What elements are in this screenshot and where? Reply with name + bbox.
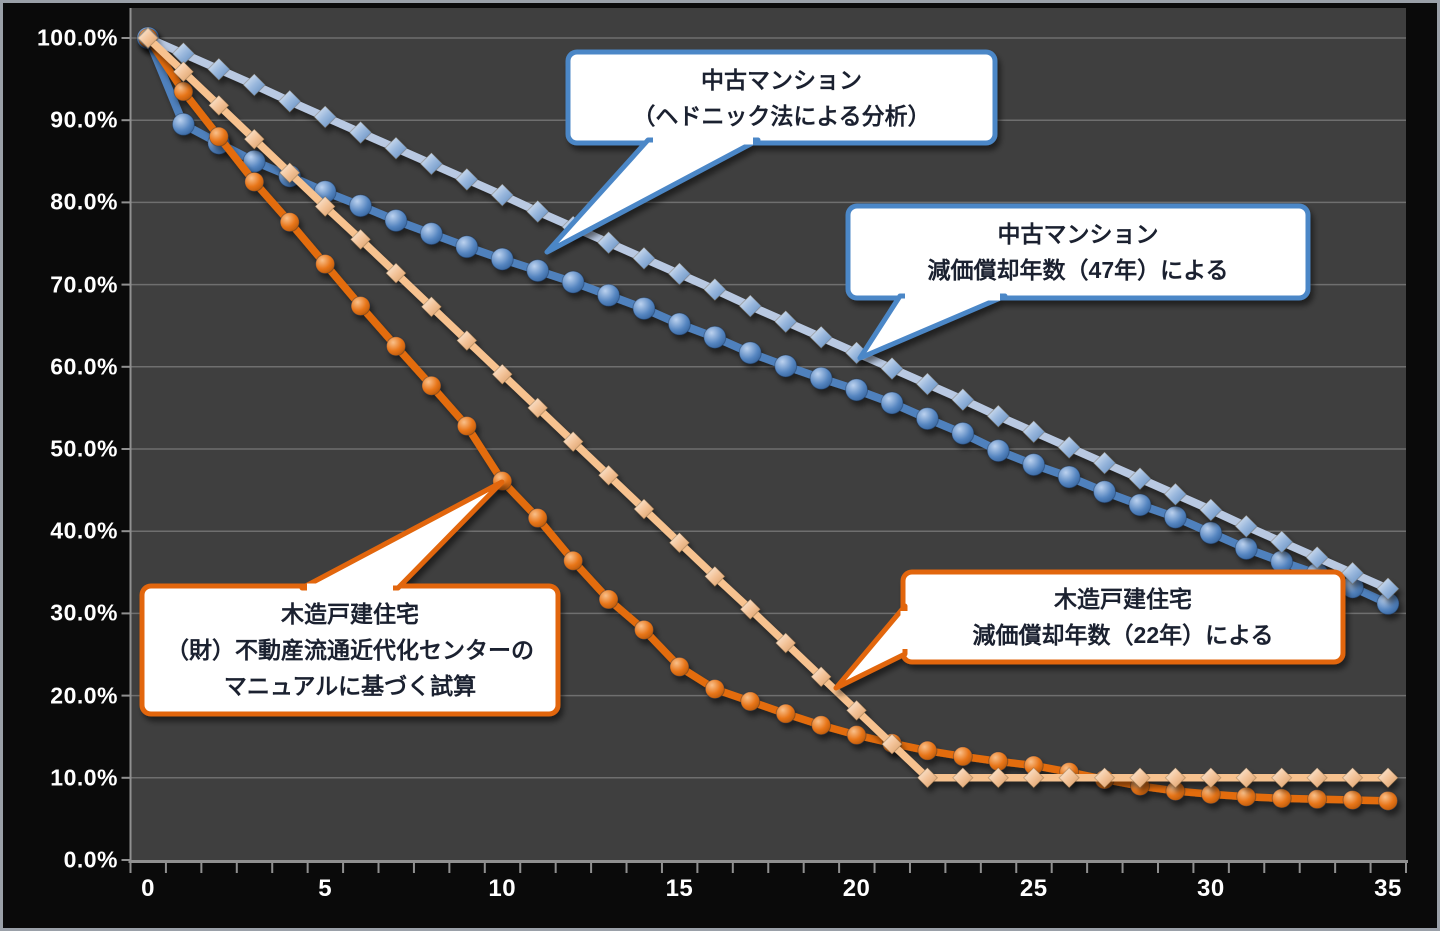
x-tick-label: 30: [1196, 875, 1225, 902]
x-tick-label: 0: [141, 875, 155, 902]
series-3: [137, 27, 1399, 789]
y-tick-label: 0.0%: [63, 846, 118, 873]
x-tick-label: 20: [842, 875, 871, 902]
series-1: [136, 26, 1400, 601]
series-2: [138, 28, 1398, 811]
callout-bubble-3: [833, 569, 1346, 691]
y-tick-label: 70.0%: [50, 271, 118, 298]
callout-bubble-0: [544, 49, 998, 255]
y-tick-label: 10.0%: [50, 764, 118, 791]
plot-area: [130, 8, 1406, 861]
x-tick-label: 10: [488, 875, 517, 902]
series-0: [136, 26, 1400, 616]
x-tick-label: 25: [1019, 875, 1048, 902]
axes: [121, 8, 1408, 873]
x-tick-label: 35: [1374, 875, 1402, 902]
y-tick-label: 20.0%: [50, 682, 118, 709]
callout-bubble-1: [845, 203, 1311, 361]
y-tick-label: 100.0%: [36, 24, 118, 51]
y-tick-label: 50.0%: [50, 435, 118, 462]
y-tick-label: 60.0%: [50, 353, 118, 380]
y-tick-label: 30.0%: [50, 599, 118, 626]
callout-bubble-2: [139, 479, 561, 717]
x-tick-label: 5: [318, 875, 333, 902]
y-tick-label: 80.0%: [50, 188, 118, 215]
x-tick-label: 15: [665, 875, 694, 902]
y-tick-label: 40.0%: [50, 517, 118, 544]
y-tick-label: 90.0%: [50, 106, 118, 133]
